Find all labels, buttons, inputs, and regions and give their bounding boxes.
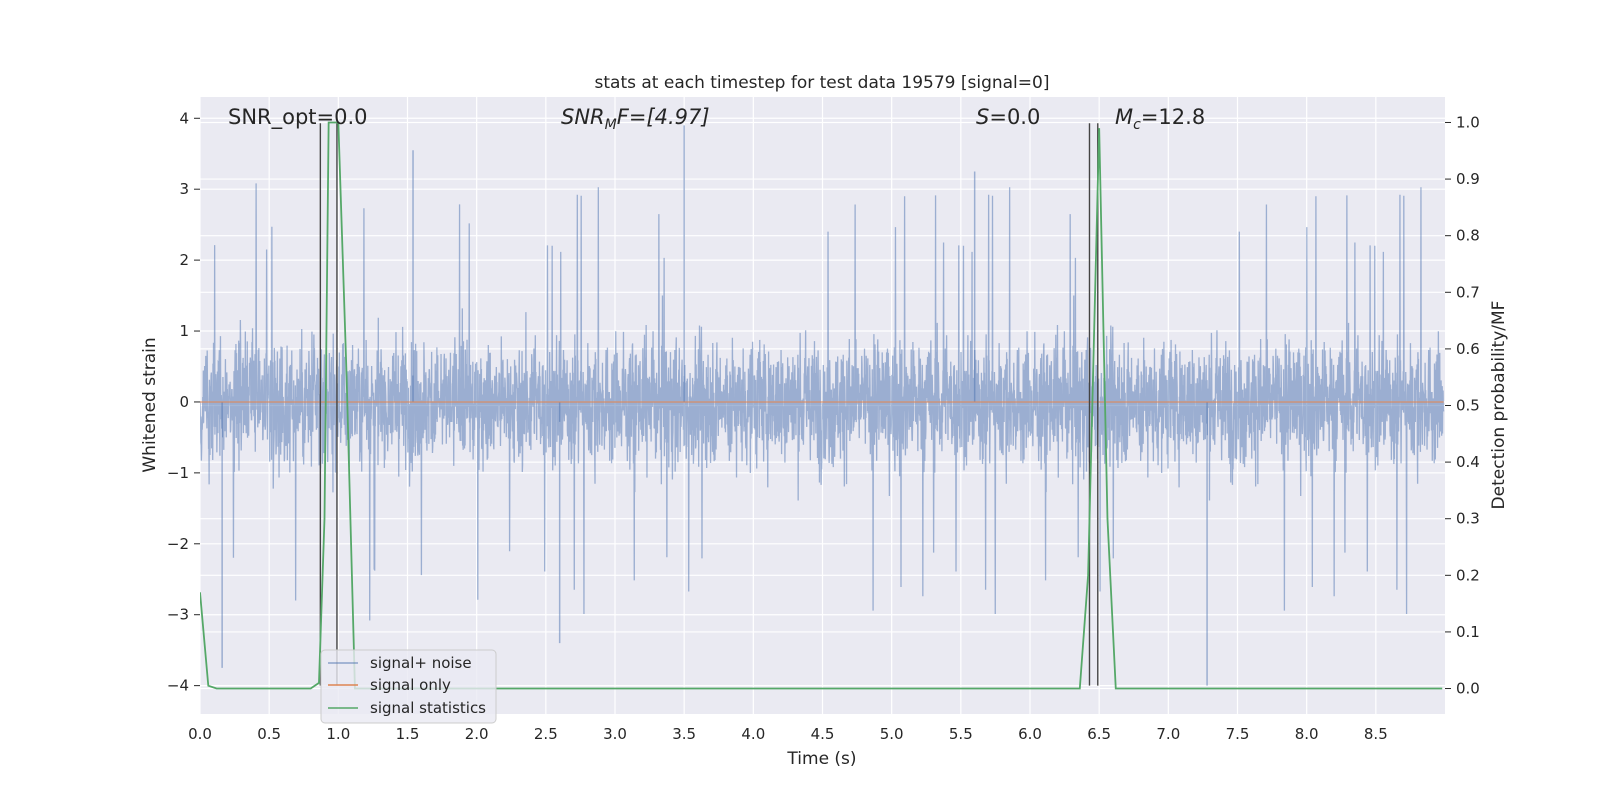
ticks: 0.0 0.5 1.0 1.5 2.0 2.5 3.0 3.5 4.0 4.5 5.0 5.5 6.0 6… — [167, 109, 1480, 743]
series-signal-noise — [200, 183, 1445, 621]
y-tick-label: 4 — [179, 109, 189, 127]
y-right-tick-label: 0.0 — [1456, 680, 1480, 698]
x-tick-label: 6.0 — [1018, 725, 1042, 743]
x-tick-label: 4.0 — [741, 725, 765, 743]
legend-label-signal-statistics: signal statistics — [370, 699, 486, 717]
y-right-tick-label: 1.0 — [1456, 113, 1480, 131]
y-right-tick-label: 0.8 — [1456, 227, 1480, 245]
y-right-tick-label: 0.1 — [1456, 623, 1480, 641]
chart-title: stats at each timestep for test data 195… — [595, 73, 1050, 93]
series-layer — [200, 121, 1445, 690]
x-axis-label: Time (s) — [786, 749, 856, 769]
x-tick-label: 8.0 — [1295, 725, 1319, 743]
annotation-s-main: S — [976, 105, 989, 129]
y-tick-label: 2 — [179, 251, 189, 269]
x-tick-label: 2.5 — [534, 725, 558, 743]
y-axis-right-label: Detection probability/MF — [1489, 301, 1509, 510]
legend-label-signal-noise: signal+ noise — [370, 654, 472, 672]
series-signal-statistics — [200, 121, 1443, 690]
x-tick-label: 1.5 — [396, 725, 420, 743]
x-tick-label: 0.5 — [257, 725, 281, 743]
x-tick-label: 8.5 — [1364, 725, 1388, 743]
y-right-tick-label: 0.7 — [1456, 283, 1480, 301]
x-tick-label: 7.5 — [1226, 725, 1250, 743]
x-tick-label: 7.0 — [1156, 725, 1180, 743]
annotation-mc-tail: =12.8 — [1141, 105, 1205, 129]
y-tick-label: −1 — [167, 464, 189, 482]
annotation-snr-mf-tail: F=[4.97] — [617, 105, 710, 129]
annotation-snr-mf-main: SNR — [561, 105, 605, 129]
y-right-tick-label: 0.4 — [1456, 453, 1480, 471]
x-tick-label: 6.5 — [1087, 725, 1111, 743]
y-right-tick-label: 0.5 — [1456, 397, 1480, 415]
x-tick-label: 4.5 — [811, 725, 835, 743]
annotation-snr-mf-sub: M — [605, 117, 617, 133]
y-right-tick-label: 0.2 — [1456, 566, 1480, 584]
y-axis-label: Whitened strain — [140, 337, 160, 472]
x-tick-label: 3.5 — [672, 725, 696, 743]
y-right-tick-label: 0.9 — [1456, 170, 1480, 188]
annotation-mc-main: M — [1115, 105, 1133, 129]
annotation-snr-opt: SNR_opt=0.0 — [228, 105, 368, 130]
annotation-mc-sub: c — [1133, 117, 1141, 133]
y-right-tick-label: 0.6 — [1456, 340, 1480, 358]
annotation-mc: Mc=12.8 — [1115, 105, 1205, 133]
annotation-s-tail: =0.0 — [989, 105, 1040, 129]
x-tick-label: 5.0 — [880, 725, 904, 743]
legend-label-signal-only: signal only — [370, 676, 451, 694]
annotation-snr-mf: SNRMF=[4.97] — [561, 105, 710, 133]
legend-box — [320, 649, 497, 724]
y-tick-label: −3 — [167, 606, 189, 624]
y-tick-label: 3 — [179, 180, 189, 198]
annotation-s: S=0.0 — [976, 105, 1040, 129]
y-tick-label: −2 — [167, 535, 189, 553]
x-tick-label: 0.0 — [188, 725, 212, 743]
x-tick-label: 5.5 — [949, 725, 973, 743]
y-tick-label: 1 — [179, 322, 189, 340]
y-tick-label: −4 — [167, 677, 189, 695]
legend: signal+ noise signal only signal statist… — [320, 649, 497, 724]
y-tick-label: 0 — [179, 393, 189, 411]
x-tick-label: 1.0 — [326, 725, 350, 743]
x-tick-label: 2.0 — [465, 725, 489, 743]
x-tick-label: 3.0 — [603, 725, 627, 743]
y-right-tick-label: 0.3 — [1456, 510, 1480, 528]
